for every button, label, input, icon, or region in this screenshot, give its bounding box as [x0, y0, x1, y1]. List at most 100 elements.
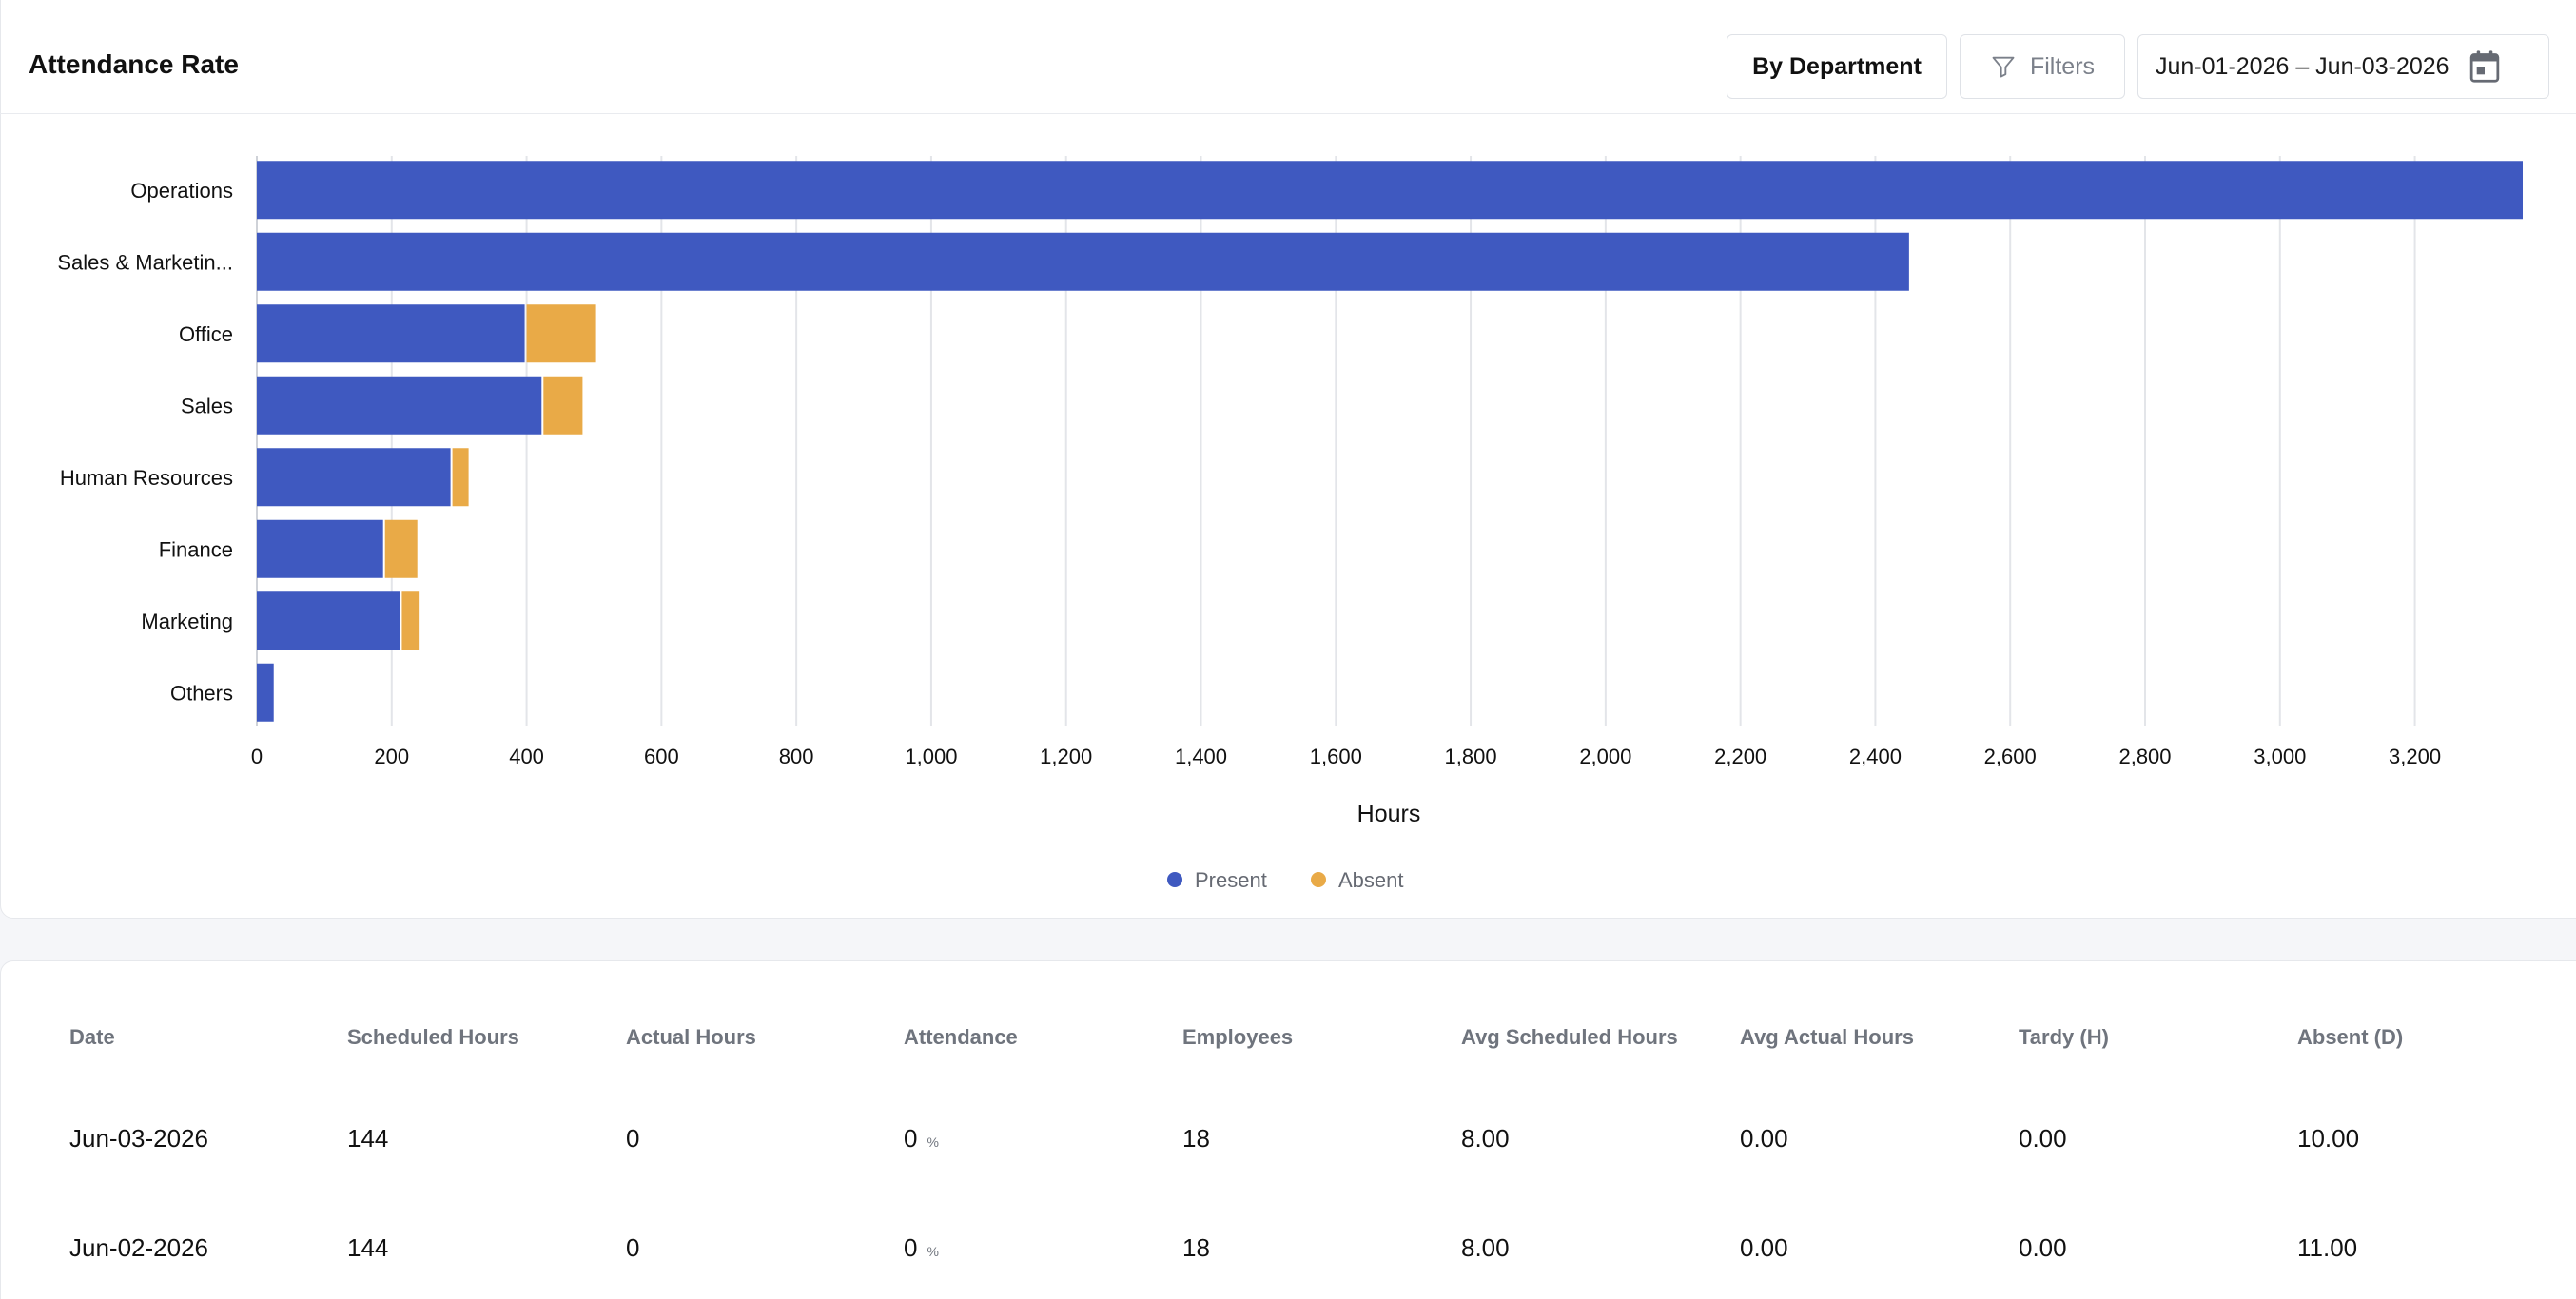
table-row[interactable]: Jun-03-2026 144 0 0% 18 8.00 0.00 0.00 10.00 [0, 1124, 2576, 1181]
x-tick-label: 2,800 [2118, 745, 2171, 768]
cell-absent-d: 10.00 [2297, 1124, 2359, 1154]
page-title: Attendance Rate [29, 49, 239, 79]
x-tick-label: 1,600 [1310, 745, 1362, 768]
cell-scheduled-hours: 144 [347, 1233, 388, 1263]
category-label: Sales [181, 394, 233, 417]
bar-absent-finance[interactable] [384, 519, 418, 578]
cell-date: Jun-02-2026 [69, 1233, 208, 1263]
table-row[interactable]: Jun-02-2026 144 0 0% 18 8.00 0.00 0.00 11.00 [0, 1233, 2576, 1290]
date-range-picker[interactable]: Jun-01-2026 – Jun-03-2026 [2137, 34, 2549, 99]
cell-value: 144 [347, 1124, 389, 1153]
cell-avg-scheduled-hours: 8.00 [1461, 1124, 1510, 1154]
cell-value: 0 [626, 1233, 640, 1262]
bar-present-office[interactable] [257, 304, 525, 363]
cell-absent-d: 11.00 [2297, 1233, 2357, 1263]
cell-attendance: 0% [904, 1124, 939, 1154]
bar-present-sales[interactable] [257, 376, 542, 435]
cell-value: 0.00 [1740, 1233, 1788, 1262]
column-header-actual-hours[interactable]: Actual Hours [626, 1025, 756, 1049]
cell-value: 0.00 [1740, 1124, 1788, 1153]
column-header-scheduled-hours[interactable]: Scheduled Hours [347, 1025, 519, 1049]
calendar-icon[interactable] [2469, 49, 2501, 84]
x-tick-label: 800 [779, 745, 814, 768]
bar-present-finance[interactable] [257, 519, 383, 578]
filter-icon [1992, 56, 2015, 78]
legend-swatch-absent [1311, 872, 1326, 887]
x-axis-title: Hours [1357, 801, 1421, 827]
x-tick-label: 1,200 [1040, 745, 1092, 768]
legend-item-absent[interactable]: Absent [1311, 868, 1404, 892]
category-label: Sales & Marketin... [57, 250, 233, 274]
cell-avg-actual-hours: 0.00 [1740, 1233, 1788, 1263]
cell-scheduled-hours: 144 [347, 1124, 388, 1154]
legend-label-present: Present [1195, 868, 1267, 892]
column-header-attendance[interactable]: Attendance [904, 1025, 1018, 1049]
cell-tardy-h: 0.00 [2019, 1124, 2067, 1154]
column-header-avg-scheduled-hours[interactable]: Avg Scheduled Hours [1461, 1025, 1678, 1049]
cell-value: 10.00 [2297, 1124, 2360, 1153]
x-tick-label: 3,000 [2254, 745, 2306, 768]
bar-absent-sales[interactable] [543, 376, 583, 435]
bar-present-marketing[interactable] [257, 591, 400, 650]
category-labels: Operations Sales & Marketin... Office Sales… [57, 179, 233, 706]
column-header-absent-d[interactable]: Absent (D) [2297, 1025, 2404, 1049]
cell-tardy-h: 0.00 [2019, 1233, 2067, 1263]
x-tick-label: 2,600 [1984, 745, 2037, 768]
legend-swatch-present [1167, 872, 1182, 887]
x-tick-labels: 0 200 400 600 800 1,000 1,200 1,400 1,600 1,800 2,… [251, 745, 2441, 768]
x-tick-label: 400 [509, 745, 544, 768]
category-label: Marketing [141, 610, 233, 633]
bar-absent-office[interactable] [526, 304, 596, 363]
x-tick-label: 2,200 [1714, 745, 1766, 768]
category-label: Operations [130, 179, 233, 203]
cell-value: Jun-03-2026 [69, 1124, 208, 1153]
x-tick-label: 200 [374, 745, 409, 768]
x-tick-label: 3,200 [2389, 745, 2441, 768]
chart-legend: Present Absent [1167, 868, 1404, 892]
cell-actual-hours: 0 [626, 1124, 639, 1154]
bar-present-operations[interactable] [257, 161, 2523, 220]
category-label: Office [179, 322, 233, 346]
column-header-date[interactable]: Date [69, 1025, 115, 1049]
legend-item-present[interactable]: Present [1167, 868, 1267, 892]
x-tick-label: 1,800 [1445, 745, 1497, 768]
cell-employees: 18 [1182, 1124, 1210, 1154]
cell-value: 18 [1182, 1124, 1210, 1153]
x-tick-label: 1,400 [1175, 745, 1227, 768]
cell-value: 11.00 [2297, 1233, 2358, 1262]
filters-button[interactable]: Filters [1960, 34, 2125, 99]
table-card [0, 960, 2576, 1299]
by-department-label: By Department [1752, 52, 1922, 80]
cell-date: Jun-03-2026 [69, 1124, 208, 1154]
column-header-avg-actual-hours[interactable]: Avg Actual Hours [1740, 1025, 1914, 1049]
cell-value: 0.00 [2019, 1233, 2067, 1262]
category-label: Finance [159, 537, 233, 561]
column-header-tardy-h[interactable]: Tardy (H) [2019, 1025, 2109, 1049]
bar-present-sales-marketin[interactable] [257, 232, 1909, 291]
category-label: Human Resources [60, 466, 233, 490]
x-tick-label: 600 [644, 745, 679, 768]
x-tick-label: 0 [251, 745, 263, 768]
chart-bars [257, 161, 2523, 722]
bar-present-others[interactable] [257, 663, 274, 722]
cell-value: 0 [904, 1124, 918, 1153]
x-tick-label: 2,000 [1579, 745, 1631, 768]
bar-absent-marketing[interactable] [401, 591, 420, 650]
category-label: Others [170, 681, 233, 705]
cell-value: 8.00 [1461, 1124, 1510, 1153]
bar-present-human-resources[interactable] [257, 448, 451, 507]
by-department-button[interactable]: By Department [1727, 34, 1947, 99]
x-tick-label: 1,000 [905, 745, 957, 768]
cell-value: 8.00 [1461, 1233, 1510, 1262]
table-header-row: Date Scheduled Hours Actual Hours Attendanc… [0, 1025, 2576, 1082]
percent-unit: % [927, 1134, 939, 1150]
cell-avg-actual-hours: 0.00 [1740, 1124, 1788, 1154]
legend-label-absent: Absent [1338, 868, 1404, 892]
x-tick-label: 2,400 [1849, 745, 1902, 768]
column-header-employees[interactable]: Employees [1182, 1025, 1294, 1049]
percent-unit: % [927, 1244, 939, 1259]
filters-label: Filters [2029, 52, 2096, 80]
cell-avg-scheduled-hours: 8.00 [1461, 1233, 1510, 1263]
bar-absent-human-resources[interactable] [452, 448, 469, 507]
attendance-bar-chart: Operations Sales & Marketin... Office Sales… [57, 156, 2523, 892]
